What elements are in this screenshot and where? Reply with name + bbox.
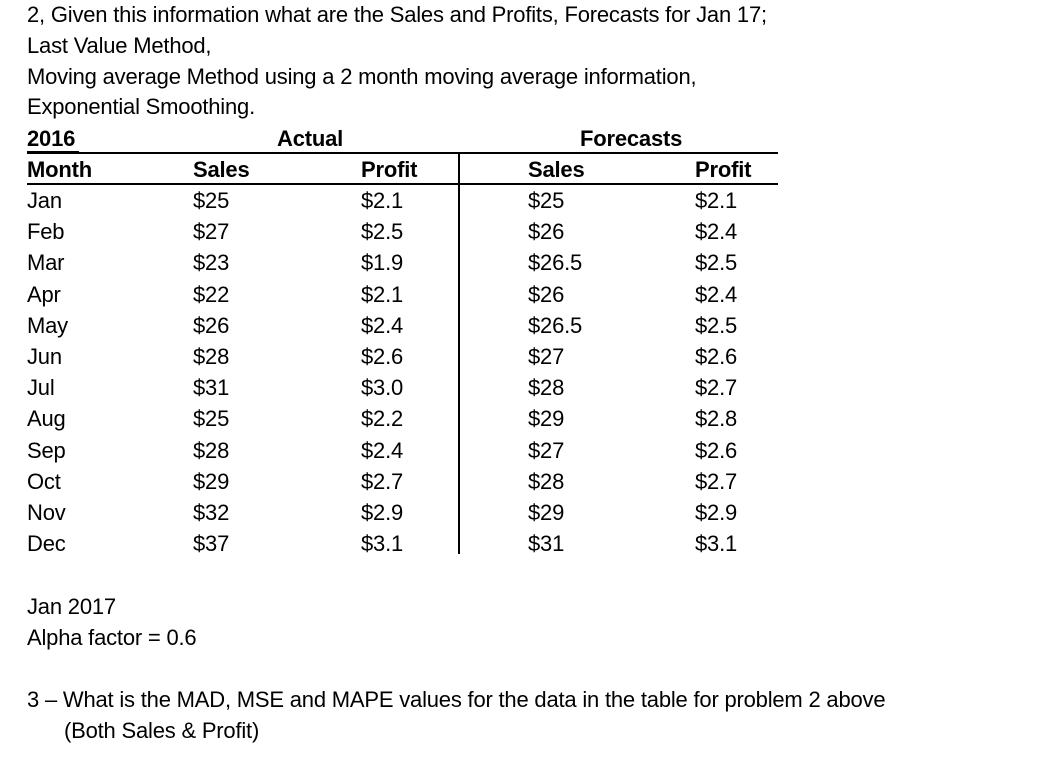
- question-2-line-3: Moving average Method using a 2 month mo…: [27, 64, 697, 89]
- cell-actual-profit: $2.5: [361, 219, 404, 244]
- cell-forecast-profit: $3.1: [695, 531, 738, 556]
- cell-actual-profit: $2.9: [361, 500, 404, 525]
- cell-month: Dec: [27, 531, 66, 556]
- cell-forecast-sales: $26.5: [528, 250, 583, 275]
- actual-forecast-divider: [458, 152, 460, 554]
- cell-actual-sales: $25: [193, 406, 230, 431]
- cell-forecast-sales: $31: [528, 531, 565, 556]
- col-forecast-sales-header: Sales: [528, 157, 585, 182]
- cell-forecast-profit: $2.4: [695, 282, 738, 307]
- cell-actual-sales: $29: [193, 469, 230, 494]
- cell-month: Jan: [27, 188, 62, 213]
- cell-actual-profit: $2.4: [361, 438, 404, 463]
- cell-forecast-profit: $2.5: [695, 250, 738, 275]
- question-3-line-1: 3 – What is the MAD, MSE and MAPE values…: [27, 687, 886, 712]
- cell-forecast-sales: $27: [528, 438, 565, 463]
- actual-label: Actual: [277, 126, 344, 151]
- cell-actual-sales: $23: [193, 250, 230, 275]
- cell-actual-profit: $2.1: [361, 282, 404, 307]
- cell-forecast-profit: $2.7: [695, 469, 738, 494]
- cell-month: Sep: [27, 438, 66, 463]
- cell-forecast-sales: $29: [528, 500, 565, 525]
- question-2-line-1: 2, Given this information what are the S…: [27, 2, 767, 27]
- cell-month: Oct: [27, 469, 61, 494]
- cell-actual-sales: $37: [193, 531, 230, 556]
- cell-forecast-profit: $2.1: [695, 188, 738, 213]
- col-forecast-profit-header: Profit: [695, 157, 752, 182]
- cell-actual-sales: $25: [193, 188, 230, 213]
- cell-actual-sales: $22: [193, 282, 230, 307]
- cell-month: Apr: [27, 282, 61, 307]
- cell-forecast-profit: $2.6: [695, 344, 738, 369]
- question-2-line-2: Last Value Method,: [27, 33, 212, 58]
- cell-actual-profit: $1.9: [361, 250, 404, 275]
- alpha-factor-label: Alpha factor = 0.6: [27, 625, 197, 650]
- cell-month: Nov: [27, 500, 66, 525]
- jan-2017-label: Jan 2017: [27, 594, 116, 619]
- cell-actual-profit: $2.1: [361, 188, 404, 213]
- cell-actual-sales: $28: [193, 438, 230, 463]
- col-actual-sales-header: Sales: [193, 157, 250, 182]
- cell-actual-profit: $2.7: [361, 469, 404, 494]
- cell-forecast-sales: $28: [528, 375, 565, 400]
- cell-forecast-sales: $26: [528, 219, 565, 244]
- cell-actual-sales: $27: [193, 219, 230, 244]
- cell-forecast-sales: $27: [528, 344, 565, 369]
- cell-actual-sales: $28: [193, 344, 230, 369]
- year-label: 2016: [27, 126, 76, 151]
- cell-actual-profit: $3.0: [361, 375, 404, 400]
- col-month-header: Month: [27, 157, 92, 182]
- cell-forecast-sales: $26.5: [528, 313, 583, 338]
- cell-forecast-sales: $26: [528, 282, 565, 307]
- cell-forecast-profit: $2.7: [695, 375, 738, 400]
- col-actual-profit-header: Profit: [361, 157, 418, 182]
- cell-month: Jun: [27, 344, 62, 369]
- cell-forecast-sales: $29: [528, 406, 565, 431]
- cell-actual-profit: $2.6: [361, 344, 404, 369]
- header-top-rule: [27, 152, 778, 154]
- cell-forecast-profit: $2.6: [695, 438, 738, 463]
- forecasts-label: Forecasts: [580, 126, 683, 151]
- cell-forecast-sales: $28: [528, 469, 565, 494]
- cell-forecast-profit: $2.4: [695, 219, 738, 244]
- cell-actual-profit: $2.4: [361, 313, 404, 338]
- question-2-line-4: Exponential Smoothing.: [27, 94, 255, 119]
- cell-actual-sales: $32: [193, 500, 230, 525]
- cell-forecast-sales: $25: [528, 188, 565, 213]
- cell-actual-sales: $31: [193, 375, 230, 400]
- cell-month: May: [27, 313, 68, 338]
- cell-forecast-profit: $2.5: [695, 313, 738, 338]
- cell-month: Feb: [27, 219, 65, 244]
- question-3-line-2: (Both Sales & Profit): [64, 718, 260, 743]
- cell-month: Aug: [27, 406, 66, 431]
- cell-forecast-profit: $2.9: [695, 500, 738, 525]
- cell-month: Jul: [27, 375, 55, 400]
- cell-month: Mar: [27, 250, 65, 275]
- cell-forecast-profit: $2.8: [695, 406, 738, 431]
- cell-actual-profit: $3.1: [361, 531, 404, 556]
- header-bottom-rule: [27, 183, 778, 185]
- cell-actual-profit: $2.2: [361, 406, 404, 431]
- cell-actual-sales: $26: [193, 313, 230, 338]
